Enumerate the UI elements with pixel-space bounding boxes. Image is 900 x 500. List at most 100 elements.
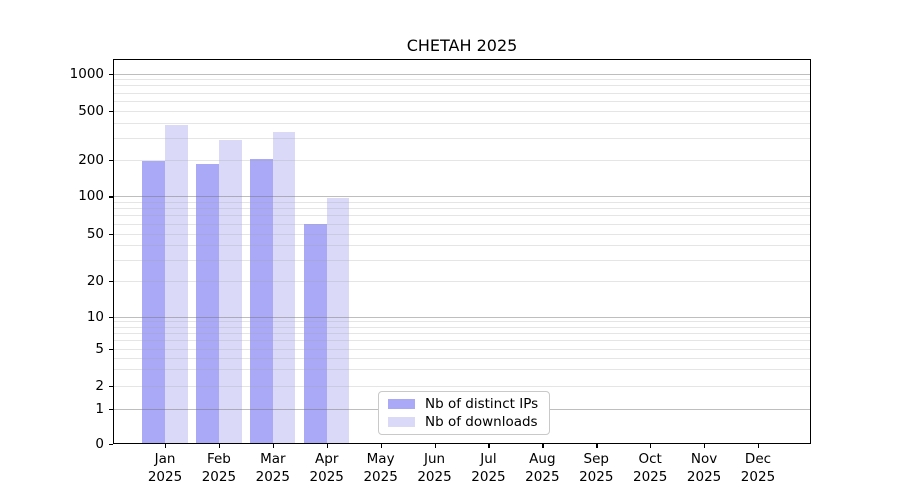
x-tick-label-jan: Jan xyxy=(154,451,176,467)
x-tick-mark xyxy=(272,444,275,448)
y-tick-mark xyxy=(109,160,113,162)
y-tick-label-20: 20 xyxy=(86,273,104,289)
bar-distinct-ips-jan xyxy=(142,161,165,444)
bar-downloads-apr xyxy=(326,197,350,444)
gridline-minor xyxy=(113,326,811,328)
x-tick-label-sep: Sep xyxy=(583,451,609,467)
gridline-minor xyxy=(113,138,811,140)
x-tick-label-oct: Oct xyxy=(638,451,662,467)
x-tick-year-label: 2025 xyxy=(255,469,290,485)
gridline-minor xyxy=(113,215,811,217)
y-tick-mark xyxy=(109,348,113,350)
legend-swatch-downloads xyxy=(388,416,415,427)
x-tick-label-apr: Apr xyxy=(315,451,339,467)
chart-title: CHETAH 2025 xyxy=(406,36,518,55)
x-tick-year-label: 2025 xyxy=(309,469,344,485)
x-tick-year-label: 2025 xyxy=(417,469,452,485)
gridline-minor xyxy=(113,92,811,94)
plot-area xyxy=(113,59,811,444)
y-tick-mark xyxy=(109,73,113,75)
gridline-minor xyxy=(113,110,811,112)
x-tick-label-nov: Nov xyxy=(690,451,718,467)
x-tick-year-label: 2025 xyxy=(525,469,560,485)
gridline-minor xyxy=(113,100,811,102)
x-tick-mark xyxy=(542,444,544,448)
x-tick-mark xyxy=(757,444,760,448)
x-tick-mark xyxy=(596,444,598,448)
x-tick-label-may: May xyxy=(366,451,395,467)
x-tick-label-feb: Feb xyxy=(206,451,231,467)
x-tick-year-label: 2025 xyxy=(686,469,722,485)
x-tick-year-label: 2025 xyxy=(201,469,237,485)
x-tick-mark xyxy=(326,444,329,448)
bar-downloads-feb xyxy=(218,139,242,444)
x-tick-mark xyxy=(380,444,382,448)
y-tick-mark xyxy=(109,409,113,411)
legend-label-downloads: Nb of downloads xyxy=(425,413,538,430)
gridline-minor xyxy=(113,208,811,210)
legend-label-distinct-ips: Nb of distinct IPs xyxy=(425,396,539,413)
y-tick-mark xyxy=(109,316,113,318)
gridline-minor xyxy=(113,332,811,334)
legend: Nb of distinct IPs Nb of downloads xyxy=(378,391,550,435)
y-tick-mark xyxy=(109,110,113,112)
y-tick-label-1: 1 xyxy=(95,401,104,417)
y-tick-label-0: 0 xyxy=(95,435,104,452)
gridline-major xyxy=(113,196,811,198)
gridline-minor xyxy=(113,85,811,87)
y-tick-mark xyxy=(109,386,113,388)
legend-item: Nb of distinct IPs xyxy=(388,396,540,412)
gridline-minor xyxy=(113,79,811,81)
gridline-minor xyxy=(113,122,811,124)
x-tick-mark xyxy=(704,444,706,448)
x-tick-mark xyxy=(650,444,652,448)
x-tick-year-label: 2025 xyxy=(147,469,183,485)
gridline-minor xyxy=(113,281,811,282)
bar-distinct-ips-mar xyxy=(250,159,273,444)
y-tick-mark xyxy=(109,196,113,198)
x-tick-year-label: 2025 xyxy=(471,469,506,485)
gridline-minor xyxy=(113,386,811,387)
x-tick-mark xyxy=(434,444,436,448)
gridline-minor xyxy=(113,340,811,342)
legend-item: Nb of downloads xyxy=(388,414,540,430)
y-tick-label-1000: 1000 xyxy=(69,65,104,82)
gridline-minor xyxy=(113,201,811,203)
gridline-minor xyxy=(113,245,811,247)
gridline-minor xyxy=(113,160,811,161)
gridline-major xyxy=(113,73,811,75)
y-tick-mark xyxy=(109,233,113,235)
y-tick-mark xyxy=(109,443,113,445)
x-tick-label-jul: Jul xyxy=(480,451,497,467)
bar-downloads-jan xyxy=(165,124,188,444)
y-tick-mark xyxy=(109,281,113,283)
y-tick-label-50: 50 xyxy=(86,225,104,242)
x-tick-label-jun: Jun xyxy=(423,451,446,467)
x-tick-year-label: 2025 xyxy=(632,469,668,485)
legend-swatch-distinct-ips xyxy=(388,399,415,410)
x-tick-label-dec: Dec xyxy=(744,451,772,467)
y-tick-label-200: 200 xyxy=(78,152,104,168)
x-tick-year-label: 2025 xyxy=(363,469,398,485)
y-tick-label-10: 10 xyxy=(86,308,104,325)
gridline-minor xyxy=(113,321,811,323)
x-tick-label-mar: Mar xyxy=(260,451,286,467)
y-tick-label-2: 2 xyxy=(95,378,104,394)
x-tick-year-label: 2025 xyxy=(740,469,776,485)
x-tick-year-label: 2025 xyxy=(579,469,614,485)
y-tick-label-5: 5 xyxy=(95,340,104,357)
y-tick-label-500: 500 xyxy=(78,102,104,119)
gridline-major xyxy=(113,316,811,318)
gridline-minor xyxy=(113,348,811,350)
y-tick-label-100: 100 xyxy=(78,188,104,205)
bar-distinct-ips-feb xyxy=(196,163,219,444)
x-tick-mark xyxy=(165,444,167,448)
gridline-minor xyxy=(113,259,811,261)
gridline-minor xyxy=(113,369,811,371)
bar-distinct-ips-apr xyxy=(304,223,327,444)
x-tick-mark xyxy=(218,444,221,448)
x-tick-label-aug: Aug xyxy=(529,451,556,467)
bar-downloads-mar xyxy=(272,132,296,444)
gridline-minor xyxy=(113,233,811,235)
